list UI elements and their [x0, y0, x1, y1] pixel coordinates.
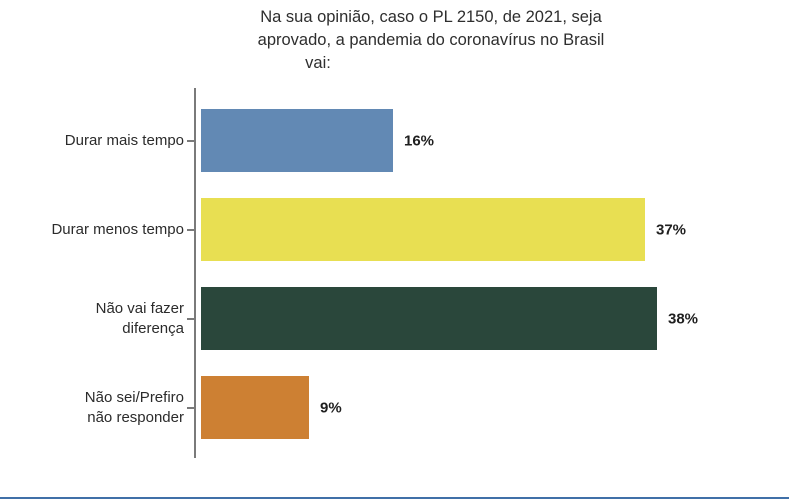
- category-label: Durar menos tempo: [51, 220, 184, 240]
- value-label: 37%: [656, 221, 687, 238]
- category-label-line: Não sei/Prefiro: [84, 388, 184, 406]
- axis-tick: [187, 139, 195, 142]
- bar-4: [201, 376, 309, 439]
- category-label-line: não responder: [87, 408, 184, 426]
- category-label-line: Durar mais tempo: [64, 131, 184, 149]
- bar-2: [201, 198, 645, 261]
- category-label: Não sei/Prefiro não responder: [85, 388, 184, 428]
- axis-tick: [187, 317, 195, 320]
- bar-3: [201, 287, 657, 350]
- bottom-border-rule: [0, 497, 789, 499]
- chart-title: Na sua opinião, caso o PL 2150, de 2021,…: [208, 6, 654, 75]
- value-label: 9%: [320, 399, 342, 416]
- value-label: 16%: [404, 132, 435, 149]
- y-axis-line: [194, 88, 196, 458]
- category-label: Não vai fazer diferença: [96, 299, 184, 339]
- bar-1: [201, 109, 393, 172]
- chart-title-line-2: aprovado, a pandemia do coronavírus no B…: [257, 31, 605, 49]
- axis-tick: [187, 406, 195, 409]
- chart-title-line-1: Na sua opinião, caso o PL 2150, de 2021,…: [260, 8, 602, 26]
- category-label: Durar mais tempo: [65, 131, 184, 151]
- axis-tick: [187, 228, 195, 231]
- category-label-line: diferença: [122, 319, 184, 337]
- chart-title-line-3: vai:: [305, 54, 331, 72]
- category-label-line: Durar menos tempo: [51, 220, 184, 238]
- category-label-line: Não vai fazer: [95, 299, 184, 317]
- value-label: 38%: [668, 310, 699, 327]
